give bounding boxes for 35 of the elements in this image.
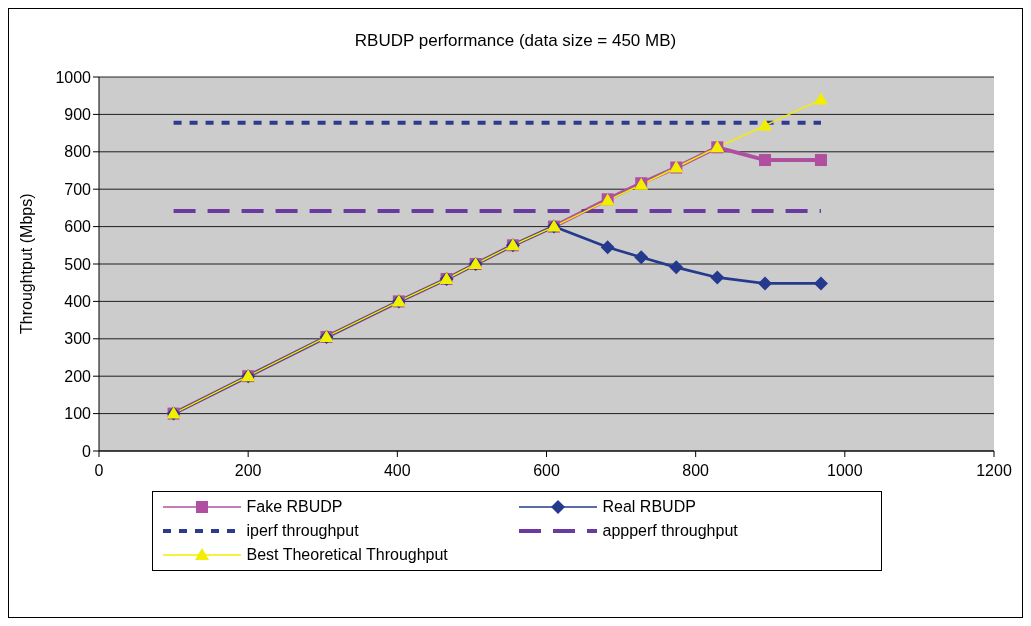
x-tick-label: 1000 [827,462,863,480]
x-tick-label: 400 [383,462,411,480]
point [758,276,773,291]
y-tick-label: 700 [64,180,92,198]
y-tick-label: 500 [64,255,92,273]
legend-label: iperf throughput [246,522,359,540]
legend-label: Fake RBUDP [246,498,343,516]
point [600,240,615,255]
y-tick-label: 100 [64,405,92,423]
y-tick-label: 400 [64,293,92,311]
y-tick-label: 1000 [55,68,92,86]
y-tick-label: 800 [64,143,92,161]
x-tick-label: 800 [682,462,710,480]
legend-label: Best Theoretical Throughput [246,546,448,564]
point [758,118,773,131]
point [669,260,684,275]
y-tick-label: 300 [64,330,92,348]
x-tick-label: 0 [94,462,104,480]
point [634,250,649,265]
y-tick-label: 900 [64,106,92,124]
x-tick-label: 200 [234,462,262,480]
legend-label: appperf throughput [602,522,738,540]
point [813,276,828,291]
y-tick-label: 200 [64,367,92,385]
legend-label: Real RBUDP [602,498,696,516]
point [813,92,828,105]
point [759,154,772,167]
chart-title: RBUDP performance (data size = 450 MB) [353,31,678,51]
point [814,154,827,167]
point [710,270,725,285]
y-axis-title: Throughtput (Mbps) [17,193,35,334]
x-tick-label: 600 [533,462,560,480]
y-tick-label: 0 [82,442,92,460]
x-tick-label: 1200 [976,462,1012,480]
y-tick-label: 600 [64,218,92,236]
